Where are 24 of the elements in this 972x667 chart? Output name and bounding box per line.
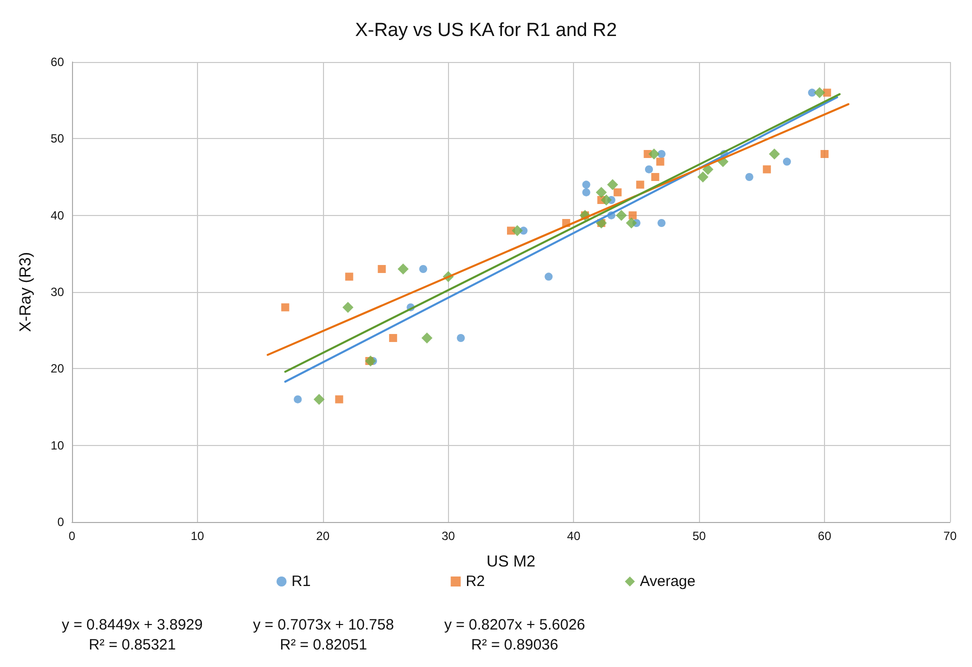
x-tick-label: 50 [692,529,706,543]
legend-label: Average [640,573,696,590]
x-tick-label: 10 [190,529,204,543]
x-tick-label: 60 [818,529,832,543]
y-tick-label: 50 [50,132,64,146]
x-tick-label: 30 [442,529,456,543]
x-tick-label: 0 [68,529,76,543]
y-tick-label: 20 [50,362,64,376]
y-tick-label: 10 [50,438,64,452]
y-tick-label: 0 [57,515,64,529]
x-tick-label: 70 [943,529,957,543]
x-tick-label: 40 [567,529,581,543]
legend-label: R2 [466,573,485,590]
y-axis-title: X-Ray (R3) [18,252,34,332]
text: y = 0.8207x + 5.6026 R² = 0.89036 [444,616,586,654]
y-tick-label: 30 [50,285,64,299]
y-tick-label: 60 [50,55,64,69]
x-tick-label: 20 [316,529,330,543]
chart-title: X-Ray vs US KA for R1 and R2 [355,20,617,41]
text: y = 0.7073x + 10.758 R² = 0.82051 [253,616,394,654]
legend-label: R1 [292,573,311,590]
x-axis-title: US M2 [486,554,536,570]
text: y = 0.8449x + 3.8929 R² = 0.85321 [62,616,203,654]
y-tick-label: 40 [50,208,64,222]
